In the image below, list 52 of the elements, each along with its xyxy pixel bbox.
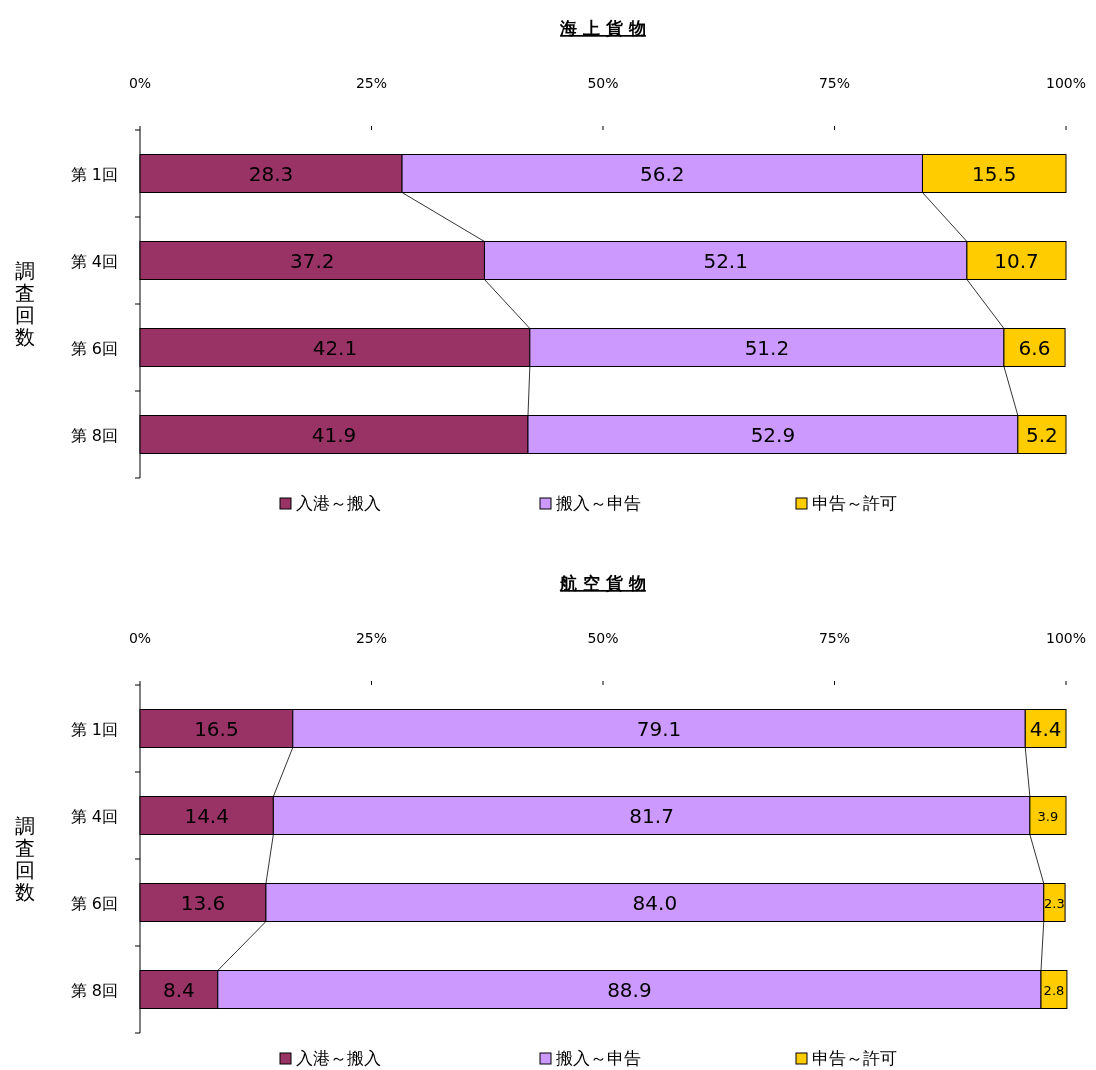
data-label: 42.1 (312, 335, 358, 360)
y-tick-label: 第 4回 (70, 251, 118, 271)
x-tick-label: 100% (1045, 75, 1087, 91)
chart-title: 航 空 貨 物 (559, 573, 646, 593)
data-label: 41.9 (311, 422, 357, 447)
legend-label: 申告～許可 (812, 493, 897, 513)
data-label: 56.2 (640, 161, 685, 186)
data-label: 81.7 (629, 803, 674, 828)
x-tick-label: 50% (587, 630, 619, 646)
chart-title: 海 上 貨 物 (559, 18, 646, 38)
data-label: 10.7 (994, 248, 1039, 273)
x-tick-label: 0% (128, 630, 152, 646)
x-tick-label: 25% (355, 630, 388, 646)
x-tick-label: 50% (587, 75, 619, 91)
data-label: 52.9 (750, 422, 796, 447)
data-label: 16.5 (194, 716, 239, 741)
data-label: 2.3 (1044, 895, 1065, 911)
data-label: 28.3 (248, 161, 294, 186)
data-label: 8.4 (162, 977, 195, 1002)
legend-label: 搬入～申告 (556, 493, 641, 513)
data-label: 3.9 (1037, 808, 1059, 824)
data-label: 6.6 (1018, 335, 1051, 360)
y-tick-label: 第 8回 (70, 980, 118, 1000)
data-label: 88.9 (607, 977, 652, 1002)
legend-label: 入港～搬入 (296, 1048, 381, 1068)
data-label: 5.2 (1026, 422, 1058, 447)
x-tick-label: 0% (128, 75, 152, 91)
legend-label: 搬入～申告 (556, 1048, 641, 1068)
y-tick-label: 第 6回 (70, 338, 118, 358)
data-label: 14.4 (184, 803, 229, 828)
legend-label: 入港～搬入 (296, 493, 381, 513)
x-tick-label: 75% (818, 75, 851, 91)
y-axis-title: 調査回数 (15, 259, 35, 349)
legend-label: 申告～許可 (812, 1048, 897, 1068)
data-label: 79.1 (636, 716, 682, 741)
x-tick-label: 100% (1045, 630, 1087, 646)
y-axis-title: 調査回数 (15, 814, 35, 904)
y-tick-label: 第 1回 (70, 719, 118, 739)
y-tick-label: 第 8回 (70, 425, 118, 445)
data-label: 2.8 (1043, 982, 1065, 998)
data-label: 51.2 (744, 335, 790, 360)
data-label: 37.2 (289, 248, 335, 273)
x-tick-label: 25% (355, 75, 388, 91)
x-tick-label: 75% (818, 630, 851, 646)
y-tick-label: 第 6回 (70, 893, 118, 913)
data-label: 4.4 (1029, 716, 1062, 741)
y-tick-label: 第 1回 (70, 164, 118, 184)
data-label: 13.6 (180, 890, 226, 915)
data-label: 15.5 (971, 161, 1017, 186)
y-tick-label: 第 4回 (70, 806, 118, 826)
data-label: 84.0 (632, 890, 678, 915)
data-label: 52.1 (703, 248, 748, 273)
